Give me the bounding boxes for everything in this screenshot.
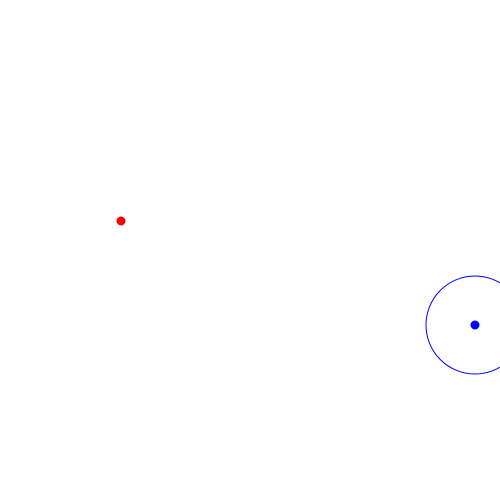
red-dot[interactable]	[116, 216, 126, 226]
blue-dot[interactable]	[470, 320, 480, 330]
blue-target-ring	[425, 275, 500, 375]
